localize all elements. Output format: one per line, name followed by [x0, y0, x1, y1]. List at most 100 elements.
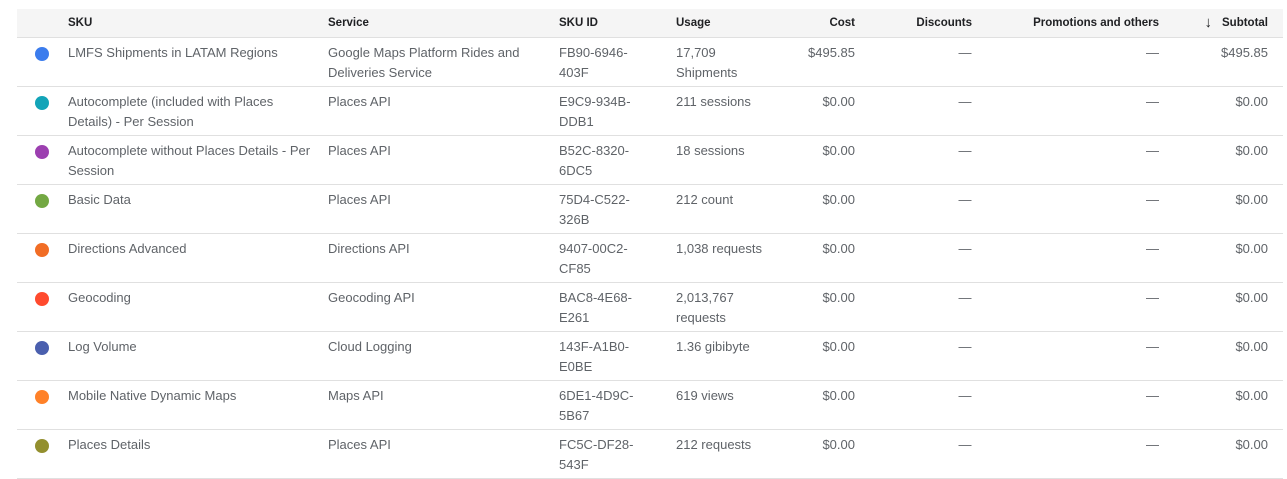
subtotal-cell: $495.85: [1221, 45, 1268, 60]
usage-cell: 17,709 Shipments: [676, 45, 738, 80]
table-row: Autocomplete without Places Details - Pe…: [17, 136, 1283, 185]
discounts-cell: —: [958, 437, 972, 452]
discounts-cell: —: [958, 143, 972, 158]
sku-cell: Autocomplete without Places Details - Pe…: [68, 143, 311, 178]
sku-cell: Mobile Native Dynamic Maps: [68, 388, 237, 403]
color-dot-icon: [35, 145, 49, 159]
usage-cell: 1.36 gibibyte: [676, 339, 750, 354]
column-header-cost[interactable]: Cost: [829, 17, 855, 29]
sku-cell: Autocomplete (included with Places Detai…: [68, 94, 274, 129]
service-cell: Directions API: [328, 241, 410, 256]
sku-id-cell: 143F-A1B0-E0BE: [559, 339, 630, 374]
service-cell: Places API: [328, 437, 391, 452]
service-cell: Places API: [328, 143, 391, 158]
service-cell: Places API: [328, 192, 391, 207]
table-row: Log Volume Cloud Logging 143F-A1B0-E0BE 1.3…: [17, 332, 1283, 381]
sku-id-cell: FC5C-DF28-543F: [559, 437, 634, 472]
cost-cell: $0.00: [822, 94, 855, 109]
table-row: Directions Advanced Directions API 9407-00…: [17, 234, 1283, 283]
cost-cell: $0.00: [822, 388, 855, 403]
subtotal-cell: $0.00: [1235, 241, 1268, 256]
column-header-service[interactable]: Service: [328, 17, 369, 29]
cost-cell: $0.00: [822, 143, 855, 158]
usage-cell: 212 count: [676, 192, 734, 207]
promotions-cell: —: [1146, 45, 1159, 60]
discounts-cell: —: [958, 94, 972, 109]
table-row: LMFS Shipments in LATAM Regions Google Ma…: [17, 38, 1283, 87]
sku-usage-table: SKU Service SKU ID Usage Cost Discounts …: [17, 9, 1283, 479]
column-header-promotions[interactable]: Promotions and others: [1033, 17, 1159, 29]
cost-cell: $0.00: [822, 290, 855, 305]
color-dot-icon: [35, 292, 49, 306]
usage-cell: 2,013,767 requests: [676, 290, 734, 325]
table-row: Places Details Places API FC5C-DF28-543F 21…: [17, 430, 1283, 479]
cost-cell: $0.00: [822, 192, 855, 207]
promotions-cell: —: [1146, 388, 1159, 403]
subtotal-cell: $0.00: [1235, 192, 1268, 207]
promotions-cell: —: [1146, 241, 1159, 256]
sku-cell: Directions Advanced: [68, 241, 187, 256]
subtotal-cell: $0.00: [1235, 339, 1268, 354]
cost-cell: $0.00: [822, 339, 855, 354]
subtotal-cell: $0.00: [1235, 290, 1268, 305]
arrow-down-icon: ↓: [1204, 14, 1213, 31]
sku-cell: Geocoding: [68, 290, 131, 305]
sku-id-cell: 6DE1-4D9C-5B67: [559, 388, 634, 423]
sku-id-cell: BAC8-4E68-E261: [559, 290, 632, 325]
column-header-sku-id[interactable]: SKU ID: [559, 17, 598, 29]
sku-cell: Log Volume: [68, 339, 137, 354]
discounts-cell: —: [958, 339, 972, 354]
discounts-cell: —: [958, 388, 972, 403]
color-dot-icon: [35, 341, 49, 355]
promotions-cell: —: [1146, 437, 1159, 452]
service-cell: Geocoding API: [328, 290, 415, 305]
sku-cell: Places Details: [68, 437, 151, 452]
cost-cell: $495.85: [808, 45, 855, 60]
usage-cell: 18 sessions: [676, 143, 745, 158]
promotions-cell: —: [1146, 192, 1159, 207]
column-header-sku[interactable]: SKU: [68, 17, 93, 29]
service-cell: Maps API: [328, 388, 384, 403]
sku-id-cell: B52C-8320-6DC5: [559, 143, 630, 178]
table-row: Geocoding Geocoding API BAC8-4E68-E261 2,01…: [17, 283, 1283, 332]
sku-id-cell: 75D4-C522-326B: [559, 192, 630, 227]
subtotal-cell: $0.00: [1235, 94, 1268, 109]
cost-cell: $0.00: [822, 437, 855, 452]
discounts-cell: —: [958, 241, 972, 256]
color-dot-icon: [35, 47, 49, 61]
sku-id-cell: FB90-6946-403F: [559, 45, 628, 80]
table-header: SKU Service SKU ID Usage Cost Discounts …: [17, 9, 1283, 38]
discounts-cell: —: [958, 192, 972, 207]
color-dot-icon: [35, 96, 49, 110]
sku-cell: LMFS Shipments in LATAM Regions: [68, 45, 278, 60]
promotions-cell: —: [1146, 143, 1159, 158]
promotions-cell: —: [1146, 290, 1159, 305]
table-row: Mobile Native Dynamic Maps Maps API 6DE1-4…: [17, 381, 1283, 430]
subtotal-cell: $0.00: [1235, 143, 1268, 158]
promotions-cell: —: [1146, 94, 1159, 109]
color-dot-icon: [35, 439, 49, 453]
column-header-usage[interactable]: Usage: [676, 17, 711, 29]
usage-cell: 619 views: [676, 388, 734, 403]
discounts-cell: —: [958, 45, 972, 60]
service-cell: Cloud Logging: [328, 339, 412, 354]
service-cell: Google Maps Platform Rides and Deliverie…: [328, 45, 520, 80]
usage-cell: 211 sessions: [676, 94, 751, 109]
column-header-subtotal[interactable]: ↓ Subtotal: [1157, 9, 1269, 37]
color-dot-icon: [35, 243, 49, 257]
table-row: Basic Data Places API 75D4-C522-326B 212 co…: [17, 185, 1283, 234]
column-header-discounts[interactable]: Discounts: [916, 17, 972, 29]
discounts-cell: —: [958, 290, 972, 305]
color-dot-icon: [35, 194, 49, 208]
sku-id-cell: 9407-00C2-CF85: [559, 241, 628, 276]
subtotal-label: Subtotal: [1222, 17, 1268, 29]
sku-cell: Basic Data: [68, 192, 131, 207]
table-row: Autocomplete (included with Places Detai…: [17, 87, 1283, 136]
usage-cell: 212 requests: [676, 437, 752, 452]
usage-cell: 1,038 requests: [676, 241, 763, 256]
subtotal-cell: $0.00: [1235, 437, 1268, 452]
promotions-cell: —: [1146, 339, 1159, 354]
cost-cell: $0.00: [822, 241, 855, 256]
sku-id-cell: E9C9-934B-DDB1: [559, 94, 631, 129]
subtotal-cell: $0.00: [1235, 388, 1268, 403]
